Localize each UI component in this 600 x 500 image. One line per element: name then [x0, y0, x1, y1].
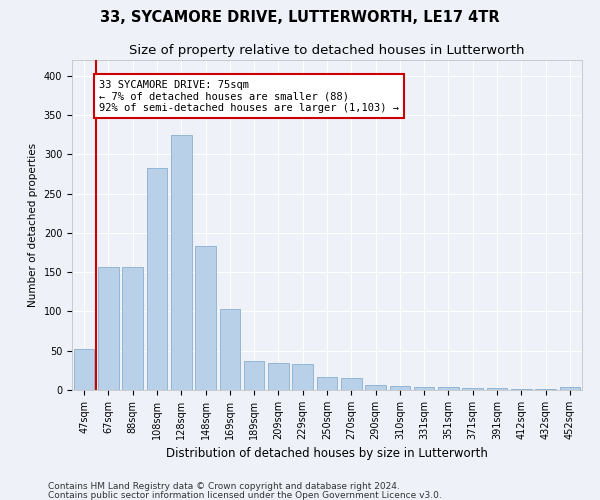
Bar	[268, 362, 289, 390]
X-axis label: Distribution of detached houses by size in Lutterworth: Distribution of detached houses by size …	[166, 448, 488, 460]
Bar	[389, 386, 410, 390]
Bar	[171, 134, 191, 390]
Bar	[341, 378, 362, 390]
Bar	[414, 387, 434, 390]
Bar	[487, 388, 508, 390]
Bar	[317, 376, 337, 390]
Bar	[146, 168, 167, 390]
Text: Contains HM Land Registry data © Crown copyright and database right 2024.: Contains HM Land Registry data © Crown c…	[48, 482, 400, 491]
Bar	[244, 361, 265, 390]
Bar	[463, 388, 483, 390]
Text: 33, SYCAMORE DRIVE, LUTTERWORTH, LE17 4TR: 33, SYCAMORE DRIVE, LUTTERWORTH, LE17 4T…	[100, 10, 500, 25]
Bar	[98, 266, 119, 390]
Bar	[365, 384, 386, 390]
Bar	[535, 389, 556, 390]
Bar	[195, 246, 216, 390]
Text: Contains public sector information licensed under the Open Government Licence v3: Contains public sector information licen…	[48, 490, 442, 500]
Bar	[560, 387, 580, 390]
Bar	[292, 364, 313, 390]
Bar	[74, 349, 94, 390]
Bar	[220, 309, 240, 390]
Bar	[122, 266, 143, 390]
Title: Size of property relative to detached houses in Lutterworth: Size of property relative to detached ho…	[129, 44, 525, 58]
Text: 33 SYCAMORE DRIVE: 75sqm
← 7% of detached houses are smaller (88)
92% of semi-de: 33 SYCAMORE DRIVE: 75sqm ← 7% of detache…	[99, 80, 399, 113]
Bar	[511, 389, 532, 390]
Y-axis label: Number of detached properties: Number of detached properties	[28, 143, 38, 307]
Bar	[438, 387, 459, 390]
